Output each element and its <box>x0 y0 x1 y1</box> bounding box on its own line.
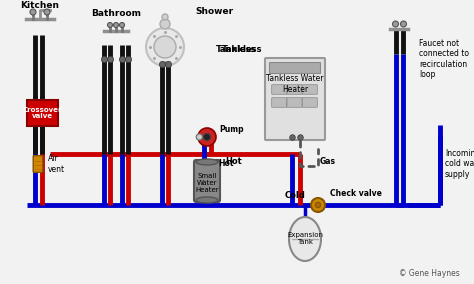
Circle shape <box>203 133 210 141</box>
FancyBboxPatch shape <box>265 58 325 140</box>
Text: Bathroom: Bathroom <box>91 9 141 18</box>
Text: Pump: Pump <box>219 124 244 133</box>
Circle shape <box>44 9 50 15</box>
Text: Hot: Hot <box>218 160 234 168</box>
Circle shape <box>160 19 170 29</box>
Text: Crossover
valve: Crossover valve <box>23 106 62 120</box>
Text: Kitchen: Kitchen <box>20 1 60 11</box>
Ellipse shape <box>196 197 218 203</box>
Text: Tankless Water
Heater: Tankless Water Heater <box>266 74 324 94</box>
FancyBboxPatch shape <box>272 98 287 107</box>
Text: Hot: Hot <box>225 158 242 166</box>
FancyBboxPatch shape <box>272 85 287 94</box>
Text: Gas: Gas <box>320 156 336 166</box>
Circle shape <box>108 22 112 28</box>
Text: © Gene Haynes: © Gene Haynes <box>399 270 460 279</box>
Text: Faucet not
connected to
recirculation
loop: Faucet not connected to recirculation lo… <box>419 39 470 79</box>
Text: Tankless: Tankless <box>221 45 262 54</box>
Text: Check valve: Check valve <box>330 189 382 197</box>
Circle shape <box>392 21 399 27</box>
Circle shape <box>119 22 125 28</box>
Text: Air
vent: Air vent <box>48 154 65 174</box>
Text: Incoming
cold water
supply: Incoming cold water supply <box>445 149 474 179</box>
FancyBboxPatch shape <box>287 85 302 94</box>
FancyBboxPatch shape <box>302 85 317 94</box>
FancyBboxPatch shape <box>194 160 220 202</box>
Circle shape <box>113 22 118 28</box>
Circle shape <box>154 36 176 58</box>
Circle shape <box>196 134 202 140</box>
Circle shape <box>311 198 325 212</box>
Circle shape <box>30 9 36 15</box>
Text: Shower: Shower <box>195 7 233 16</box>
Circle shape <box>315 202 321 208</box>
Circle shape <box>401 21 407 27</box>
FancyBboxPatch shape <box>33 156 43 172</box>
Circle shape <box>198 128 216 146</box>
Circle shape <box>146 28 184 66</box>
Ellipse shape <box>289 217 321 261</box>
FancyBboxPatch shape <box>302 98 317 107</box>
Bar <box>27 100 58 126</box>
Text: Expansion
Tank: Expansion Tank <box>287 233 323 245</box>
Ellipse shape <box>196 159 218 165</box>
FancyBboxPatch shape <box>287 98 302 107</box>
FancyBboxPatch shape <box>270 62 320 74</box>
Text: Small
Water
Heater: Small Water Heater <box>195 173 219 193</box>
Text: Tankless: Tankless <box>216 45 256 54</box>
Circle shape <box>162 14 168 20</box>
Text: Cold: Cold <box>285 191 306 199</box>
